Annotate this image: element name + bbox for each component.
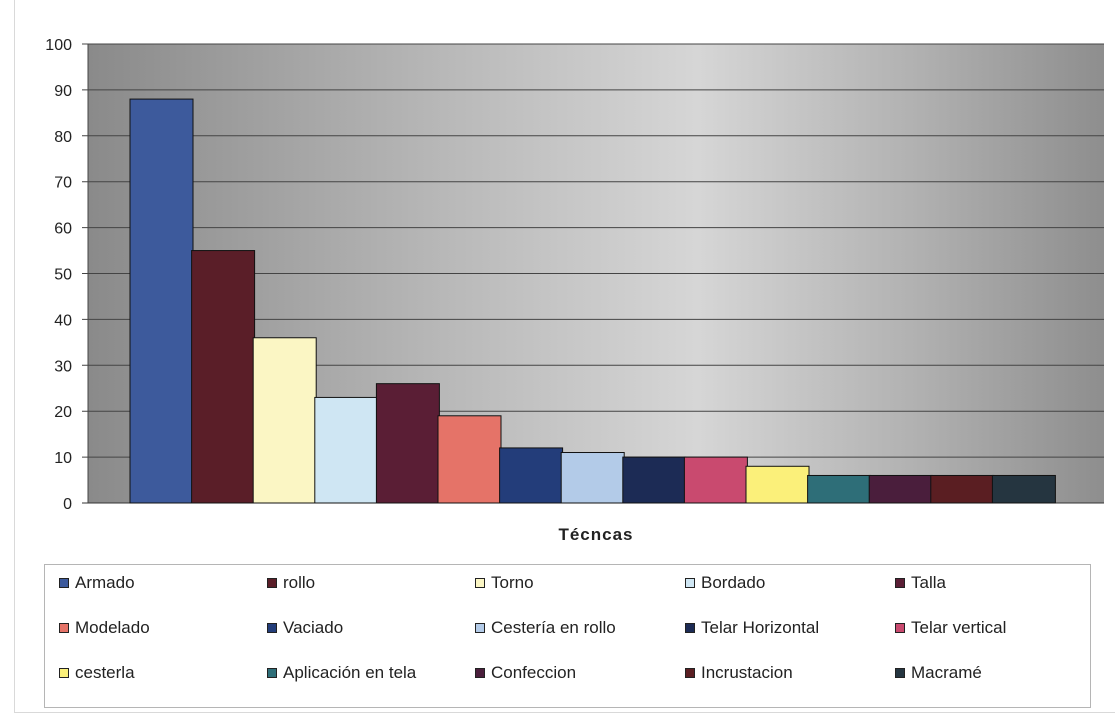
legend-label: rollo — [283, 573, 316, 592]
bar-chart: 0 10 20 30 40 50 60 70 80 90 100 Técncas — [45, 37, 1104, 544]
chart-frame — [14, 0, 1115, 713]
legend-item: Bordado — [685, 573, 765, 593]
legend-item: Macramé — [895, 663, 982, 683]
legend-swatch — [475, 623, 485, 633]
x-axis-label: Técncas — [558, 525, 633, 544]
bar-aplicaci-n-en-tela — [807, 474, 872, 504]
y-tick-label: 20 — [54, 404, 72, 421]
bar-macram- — [991, 474, 1056, 504]
bar-cesterla — [745, 465, 810, 504]
legend-swatch — [267, 623, 277, 633]
legend-item: rollo — [267, 573, 315, 593]
legend-label: Armado — [75, 573, 135, 592]
legend-swatch — [895, 668, 905, 678]
y-tick-label: 10 — [54, 450, 72, 467]
legend-swatch — [685, 578, 695, 588]
legend-item: Armado — [59, 573, 135, 593]
legend-label: Telar vertical — [911, 618, 1007, 637]
y-tick-label: 70 — [54, 175, 72, 192]
legend-swatch — [895, 623, 905, 633]
legend-label: Cestería en rollo — [491, 618, 616, 637]
legend-item: Telar Horizontal — [685, 618, 819, 638]
bar-rollo — [191, 250, 256, 504]
legend-item: Talla — [895, 573, 946, 593]
y-tick-label: 0 — [63, 496, 72, 513]
legend-swatch — [59, 668, 69, 678]
legend-item: Incrustacion — [685, 663, 793, 683]
y-tick-label: 90 — [54, 83, 72, 100]
legend-swatch — [267, 668, 277, 678]
bar-cester-a-en-rollo — [560, 452, 625, 504]
legend-swatch — [685, 623, 695, 633]
legend-item: Cestería en rollo — [475, 618, 616, 638]
legend-label: Torno — [491, 573, 534, 592]
bar-torno — [252, 337, 317, 504]
bars — [129, 98, 1056, 504]
legend-label: Aplicación en tela — [283, 663, 417, 682]
legend-label: Confeccion — [491, 663, 577, 682]
legend-item: Modelado — [59, 618, 150, 638]
y-tick-label: 50 — [54, 267, 72, 284]
legend-swatch — [59, 578, 69, 588]
bar-talla — [375, 383, 440, 504]
legend-item: Vaciado — [267, 618, 343, 638]
bar-telar-horizontal — [622, 456, 687, 504]
legend: Armado rollo Torno Bordado Talla Modelado Vaci… — [44, 564, 1091, 708]
legend-swatch — [475, 668, 485, 678]
legend-swatch — [475, 578, 485, 588]
legend-item: Torno — [475, 573, 534, 593]
bar-confeccion — [868, 474, 933, 504]
legend-item: Telar vertical — [895, 618, 1006, 638]
bar-modelado — [437, 415, 502, 504]
bar-vaciado — [499, 447, 564, 504]
y-tick-label: 100 — [45, 37, 72, 54]
legend-item: Aplicación en tela — [267, 663, 416, 683]
legend-swatch — [267, 578, 277, 588]
y-tick-label: 40 — [54, 312, 72, 329]
legend-swatch — [59, 623, 69, 633]
y-axis-ticks: 0 10 20 30 40 50 60 70 80 90 100 — [45, 37, 72, 513]
legend-label: Telar Horizontal — [701, 618, 820, 637]
bar-bordado — [314, 396, 379, 504]
bar-incrustacion — [930, 474, 995, 504]
legend-label: cesterla — [75, 663, 135, 682]
legend-swatch — [895, 578, 905, 588]
bar-telar-vertical — [683, 456, 748, 504]
y-tick-label: 60 — [54, 221, 72, 238]
legend-label: Talla — [911, 573, 946, 592]
legend-label: Bordado — [701, 573, 766, 592]
y-tick-label: 80 — [54, 129, 72, 146]
y-tick-label: 30 — [54, 358, 72, 375]
legend-item: Confeccion — [475, 663, 576, 683]
legend-item: cesterla — [59, 663, 135, 683]
legend-label: Incrustacion — [701, 663, 793, 682]
legend-swatch — [685, 668, 695, 678]
bar-armado — [129, 98, 194, 504]
legend-label: Macramé — [911, 663, 982, 682]
legend-label: Vaciado — [283, 618, 344, 637]
legend-label: Modelado — [75, 618, 150, 637]
